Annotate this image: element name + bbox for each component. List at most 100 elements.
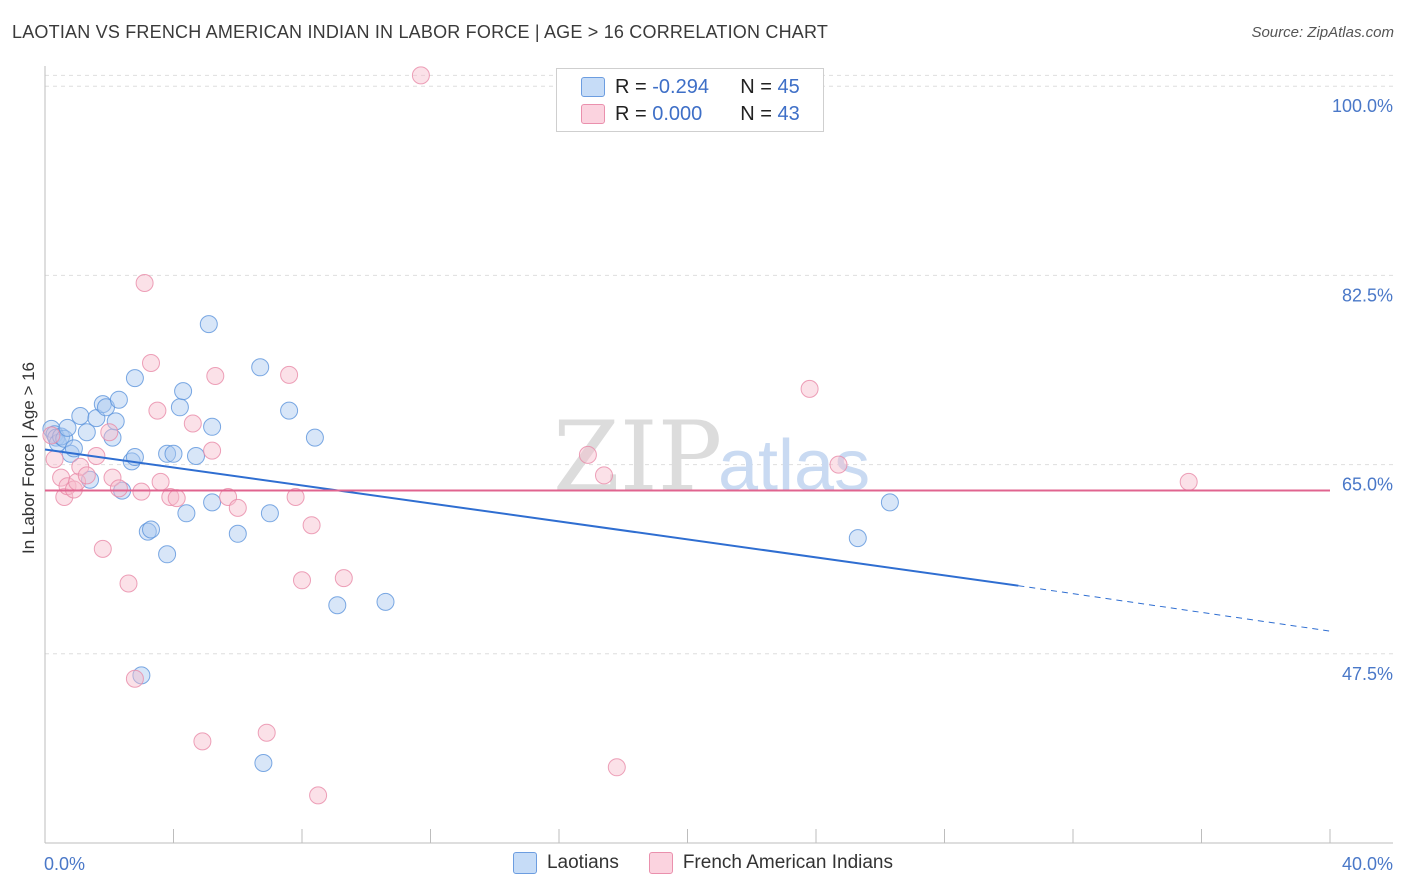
stats-legend: R = -0.294 N = 45 R = 0.000 N = 43 — [556, 68, 824, 132]
laotians-legend-swatch — [512, 852, 537, 874]
data-point — [376, 592, 395, 611]
trend-line — [44, 448, 1019, 587]
series-french-american-indians — [42, 66, 1198, 805]
x-tick-label-min: 0.0% — [44, 854, 85, 874]
data-point — [328, 596, 347, 615]
r-value: 0.000 — [652, 102, 703, 125]
axes — [44, 66, 1393, 844]
data-point — [164, 444, 183, 463]
grid-lines — [45, 74, 1393, 655]
data-point — [1179, 472, 1198, 491]
data-point — [286, 488, 305, 506]
data-point — [132, 482, 151, 501]
data-point — [158, 545, 177, 564]
r-label: R = — [615, 75, 647, 98]
y-axis-label: In Labor Force | Age > 16 — [19, 362, 38, 554]
source-credit: Source: ZipAtlas.com — [1251, 24, 1394, 41]
data-point — [138, 522, 157, 541]
legend-label: Laotians — [546, 852, 619, 873]
watermark-atlas: atlas — [718, 426, 870, 506]
data-point — [187, 447, 205, 465]
stats-legend-row-laotians: R = -0.294 N = 45 — [581, 73, 800, 101]
data-point — [302, 516, 321, 535]
legend-item-laotians[interactable]: Laotians — [512, 852, 619, 874]
r-value: -0.294 — [652, 75, 709, 98]
french-american-indians-legend-swatch — [648, 852, 673, 874]
n-value: 43 — [777, 102, 800, 125]
watermark-zip: ZIP — [553, 401, 722, 513]
data-point — [829, 455, 848, 474]
r-label: R = — [615, 102, 647, 125]
data-point — [228, 498, 247, 517]
data-point — [293, 571, 311, 590]
data-point — [77, 466, 96, 485]
data-point — [193, 732, 212, 751]
data-point — [100, 423, 119, 442]
data-point — [203, 417, 222, 436]
data-point — [228, 524, 247, 543]
y-tick-label: 65.0% — [1342, 475, 1393, 495]
data-point — [77, 423, 96, 442]
y-tick-label: 82.5% — [1342, 285, 1393, 305]
y-tick-label: 100.0% — [1332, 96, 1393, 116]
data-point — [203, 441, 222, 460]
data-point — [578, 445, 597, 464]
series-laotians — [42, 315, 899, 772]
data-point — [595, 466, 613, 485]
data-point — [203, 493, 222, 512]
legend-item-french-american-indians[interactable]: French American Indians — [648, 852, 893, 874]
trend-line-extension — [1018, 585, 1331, 632]
data-point — [103, 468, 122, 487]
data-point — [167, 489, 186, 508]
data-point — [206, 367, 225, 385]
data-point — [848, 529, 867, 548]
data-point — [55, 488, 74, 506]
data-point — [174, 382, 193, 401]
data-point — [58, 418, 77, 437]
data-point — [148, 401, 167, 420]
data-point — [251, 358, 270, 377]
stats-legend-row-french-american-indians: R = 0.000 N = 43 — [581, 100, 800, 128]
data-point — [309, 786, 328, 805]
data-point — [142, 354, 160, 372]
data-point — [800, 379, 819, 398]
data-point — [158, 444, 177, 463]
data-point — [334, 569, 353, 588]
data-point — [257, 723, 276, 742]
data-point — [109, 390, 128, 409]
data-point — [411, 66, 430, 85]
legend-label: French American Indians — [682, 852, 893, 873]
data-point — [183, 414, 202, 433]
data-point — [161, 488, 180, 506]
data-point — [119, 574, 138, 593]
data-point — [93, 539, 112, 558]
data-point — [607, 758, 626, 777]
data-point — [125, 669, 144, 688]
data-point — [170, 398, 189, 417]
n-label: N = — [740, 75, 772, 98]
french-american-indians-swatch — [581, 104, 605, 124]
data-point — [151, 472, 170, 491]
data-point — [880, 493, 899, 512]
data-point — [45, 450, 64, 469]
watermark: ZIP atlas — [553, 401, 870, 513]
data-point — [142, 520, 160, 539]
data-point — [280, 401, 299, 420]
data-point — [280, 365, 299, 384]
data-point — [177, 504, 196, 523]
series-legend: Laotians French American Indians — [0, 852, 1406, 874]
data-point — [260, 504, 279, 523]
data-point — [305, 428, 324, 447]
n-label: N = — [740, 102, 772, 125]
x-tick-label-max: 40.0% — [1342, 854, 1393, 874]
data-point — [135, 274, 154, 292]
data-point — [125, 369, 144, 388]
data-point — [71, 407, 90, 425]
data-point — [42, 426, 61, 445]
laotians-swatch — [581, 77, 605, 97]
data-point — [109, 479, 128, 498]
n-value: 45 — [777, 75, 800, 98]
chart-title: LAOTIAN VS FRENCH AMERICAN INDIAN IN LAB… — [12, 22, 829, 42]
y-tick-label: 47.5% — [1342, 664, 1393, 684]
